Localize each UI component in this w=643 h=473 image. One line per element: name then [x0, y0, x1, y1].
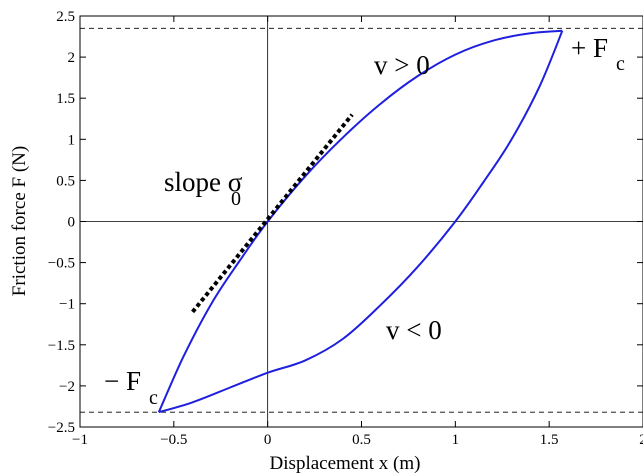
x-tick-label: 0 — [264, 432, 272, 448]
x-tick-label: −0.5 — [160, 432, 187, 448]
annotation-v-positive: v > 0 — [374, 50, 430, 80]
y-tick-label: −1 — [59, 297, 75, 313]
x-tick-label: 1 — [452, 432, 460, 448]
y-tick-label: 2 — [68, 50, 76, 66]
annotation-plus-fc-subscript: c — [616, 53, 625, 75]
y-tick-label: 0.5 — [56, 173, 75, 189]
plot-area — [79, 15, 643, 428]
annotation-v-negative: v < 0 — [386, 315, 442, 345]
y-tick-label: −1.5 — [48, 338, 75, 354]
y-tick-label: 1.5 — [56, 91, 75, 107]
annotation-minus-fc: − F — [104, 366, 141, 396]
y-tick-label: −0.5 — [48, 256, 75, 272]
x-tick-label: 1.5 — [540, 432, 559, 448]
y-tick-label: 0 — [68, 215, 76, 231]
x-tick-label: −1 — [72, 432, 88, 448]
annotation-slope-subscript: 0 — [231, 188, 241, 210]
y-axis-label: Friction force F (N) — [9, 146, 30, 296]
y-tick-label: 1 — [68, 132, 76, 148]
curve-v-positive — [157, 29, 563, 413]
annotation-slope: slope σ — [164, 167, 243, 197]
x-tick-label: 0.5 — [352, 432, 371, 448]
y-tick-label: −2.5 — [48, 420, 75, 436]
annotation-plus-fc: + F — [571, 33, 608, 63]
curve-v-negative — [158, 30, 564, 414]
y-tick-label: −2 — [59, 379, 75, 395]
x-axis-label: Displacement x (m) — [270, 453, 421, 473]
slope-line — [191, 113, 354, 314]
x-tick-label: 2 — [639, 432, 643, 448]
y-tick-label: 2.5 — [56, 9, 75, 25]
axis-ticks: −1 −0.5 0 0.5 1 1.5 2 2.5 2 1.5 1 0.5 0 −0.5 −1 −1.5 −2 −… — [48, 9, 643, 448]
annotation-minus-fc-subscript: c — [149, 387, 158, 409]
